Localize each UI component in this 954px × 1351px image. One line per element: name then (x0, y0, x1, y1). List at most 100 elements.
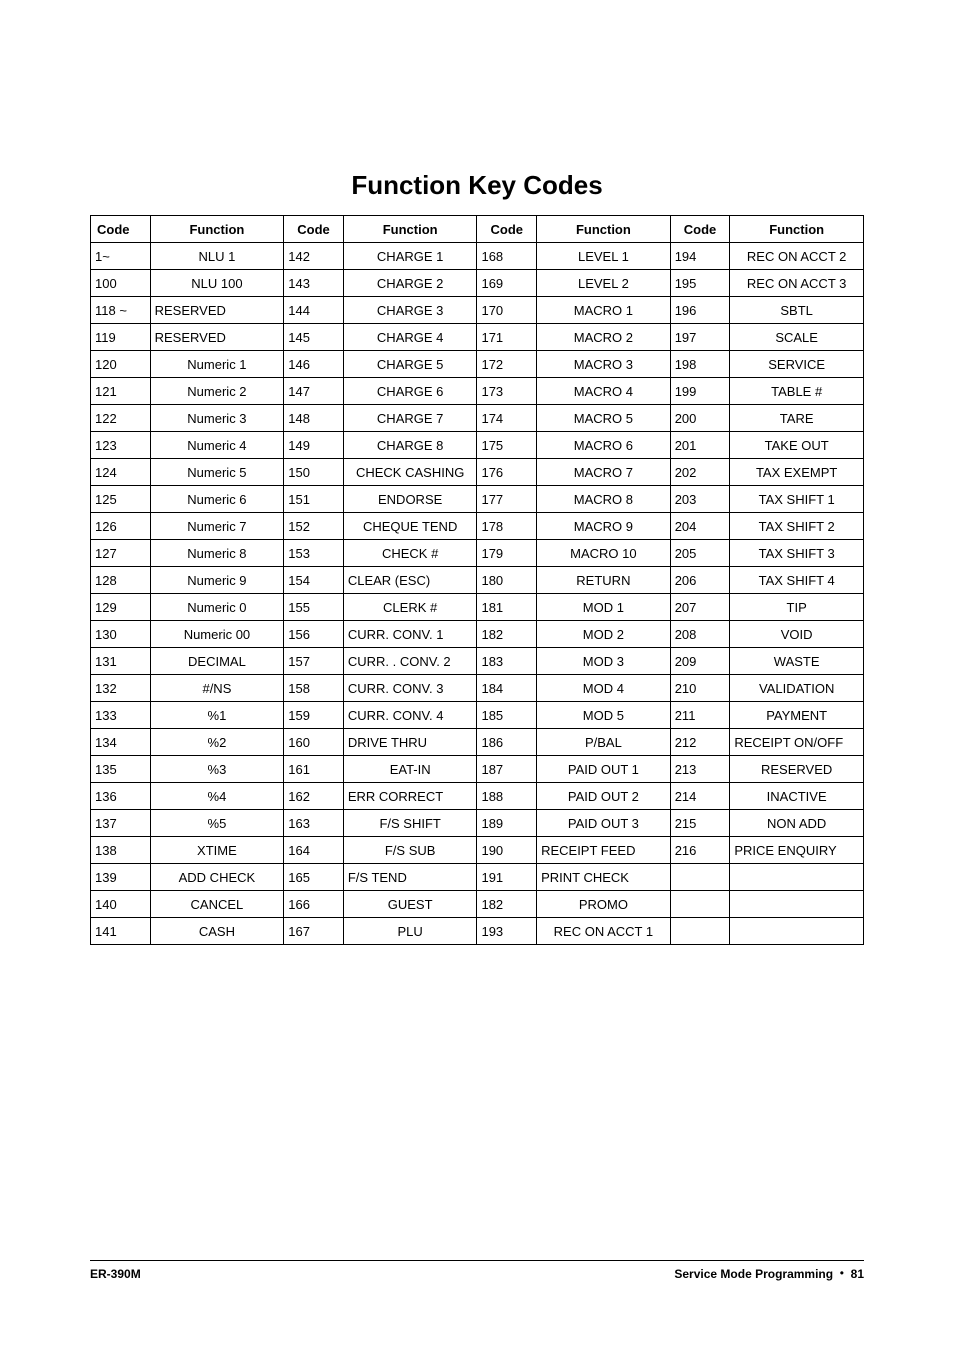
function-cell: REC ON ACCT 3 (730, 270, 864, 297)
function-cell: TAX EXEMPT (730, 459, 864, 486)
function-cell: RESERVED (150, 324, 284, 351)
code-cell: 212 (670, 729, 730, 756)
code-cell: 203 (670, 486, 730, 513)
function-cell: Numeric 4 (150, 432, 284, 459)
function-cell: MACRO 1 (537, 297, 671, 324)
table-row: 141CASH167PLU193REC ON ACCT 1 (91, 918, 864, 945)
code-cell: 121 (91, 378, 151, 405)
function-cell (730, 891, 864, 918)
table-row: 139ADD CHECK165F/S TEND191PRINT CHECK (91, 864, 864, 891)
function-cell: MACRO 9 (537, 513, 671, 540)
code-cell: 208 (670, 621, 730, 648)
function-cell: %5 (150, 810, 284, 837)
code-cell: 136 (91, 783, 151, 810)
code-cell: 210 (670, 675, 730, 702)
function-cell: TAX SHIFT 2 (730, 513, 864, 540)
table-row: 130Numeric 00156CURR. CONV. 1182MOD 2208… (91, 621, 864, 648)
code-cell: 130 (91, 621, 151, 648)
function-key-codes-table: Code Function Code Function Code Functio… (90, 215, 864, 945)
code-cell: 134 (91, 729, 151, 756)
code-cell: 120 (91, 351, 151, 378)
function-cell: F/S SUB (343, 837, 477, 864)
code-cell: 145 (284, 324, 344, 351)
table-row: 129Numeric 0155CLERK #181MOD 1207TIP (91, 594, 864, 621)
table-header: Code Function Code Function Code Functio… (91, 216, 864, 243)
function-cell: CHARGE 3 (343, 297, 477, 324)
function-cell: MOD 3 (537, 648, 671, 675)
function-cell: SBTL (730, 297, 864, 324)
function-cell: MACRO 7 (537, 459, 671, 486)
table-row: 127Numeric 8153CHECK #179MACRO 10205TAX … (91, 540, 864, 567)
table-row: 134%2160DRIVE THRU186P/BAL212RECEIPT ON/… (91, 729, 864, 756)
code-cell: 198 (670, 351, 730, 378)
function-cell: Numeric 0 (150, 594, 284, 621)
function-cell: NLU 100 (150, 270, 284, 297)
code-cell: 146 (284, 351, 344, 378)
code-cell: 165 (284, 864, 344, 891)
header-function-1: Function (150, 216, 284, 243)
function-cell (730, 864, 864, 891)
code-cell: 188 (477, 783, 537, 810)
function-cell: VOID (730, 621, 864, 648)
code-cell: 195 (670, 270, 730, 297)
footer-model: ER-390M (90, 1267, 141, 1281)
table-row: 126Numeric 7152CHEQUE TEND178MACRO 9204T… (91, 513, 864, 540)
code-cell: 148 (284, 405, 344, 432)
function-cell: Numeric 8 (150, 540, 284, 567)
function-cell: PROMO (537, 891, 671, 918)
table-row: 135%3161EAT-IN187PAID OUT 1213RESERVED (91, 756, 864, 783)
code-cell: 209 (670, 648, 730, 675)
code-cell: 214 (670, 783, 730, 810)
function-cell: %2 (150, 729, 284, 756)
function-cell: ENDORSE (343, 486, 477, 513)
code-cell: 151 (284, 486, 344, 513)
function-cell: Numeric 9 (150, 567, 284, 594)
function-cell: PRINT CHECK (537, 864, 671, 891)
code-cell: 176 (477, 459, 537, 486)
function-cell: P/BAL (537, 729, 671, 756)
function-cell: #/NS (150, 675, 284, 702)
code-cell (670, 864, 730, 891)
code-cell: 207 (670, 594, 730, 621)
function-cell: REC ON ACCT 1 (537, 918, 671, 945)
function-cell: RECEIPT FEED (537, 837, 671, 864)
function-cell: SERVICE (730, 351, 864, 378)
function-cell: MOD 2 (537, 621, 671, 648)
function-cell: CANCEL (150, 891, 284, 918)
code-cell: 216 (670, 837, 730, 864)
code-cell: 190 (477, 837, 537, 864)
code-cell: 172 (477, 351, 537, 378)
code-cell: 140 (91, 891, 151, 918)
table-row: 137%5163F/S SHIFT189PAID OUT 3215NON ADD (91, 810, 864, 837)
code-cell: 100 (91, 270, 151, 297)
code-cell: 139 (91, 864, 151, 891)
code-cell: 174 (477, 405, 537, 432)
code-cell: 156 (284, 621, 344, 648)
code-cell: 199 (670, 378, 730, 405)
table-row: 128Numeric 9154CLEAR (ESC)180RETURN206TA… (91, 567, 864, 594)
page-footer: ER-390M Service Mode Programming • 81 (90, 1260, 864, 1281)
function-cell: PLU (343, 918, 477, 945)
function-cell: GUEST (343, 891, 477, 918)
table-row: 119RESERVED145CHARGE 4171MACRO 2197SCALE (91, 324, 864, 351)
code-cell: 161 (284, 756, 344, 783)
code-cell: 137 (91, 810, 151, 837)
code-cell: 189 (477, 810, 537, 837)
code-cell: 183 (477, 648, 537, 675)
function-cell: Numeric 3 (150, 405, 284, 432)
code-cell: 178 (477, 513, 537, 540)
code-cell: 138 (91, 837, 151, 864)
function-cell: CURR. . CONV. 2 (343, 648, 477, 675)
code-cell: 206 (670, 567, 730, 594)
function-cell: TAX SHIFT 1 (730, 486, 864, 513)
code-cell: 184 (477, 675, 537, 702)
function-cell: TAX SHIFT 3 (730, 540, 864, 567)
function-cell: Numeric 2 (150, 378, 284, 405)
function-cell: MOD 1 (537, 594, 671, 621)
function-cell: MACRO 8 (537, 486, 671, 513)
code-cell: 171 (477, 324, 537, 351)
function-cell: PAID OUT 2 (537, 783, 671, 810)
code-cell: 202 (670, 459, 730, 486)
function-cell: DRIVE THRU (343, 729, 477, 756)
function-cell: %4 (150, 783, 284, 810)
